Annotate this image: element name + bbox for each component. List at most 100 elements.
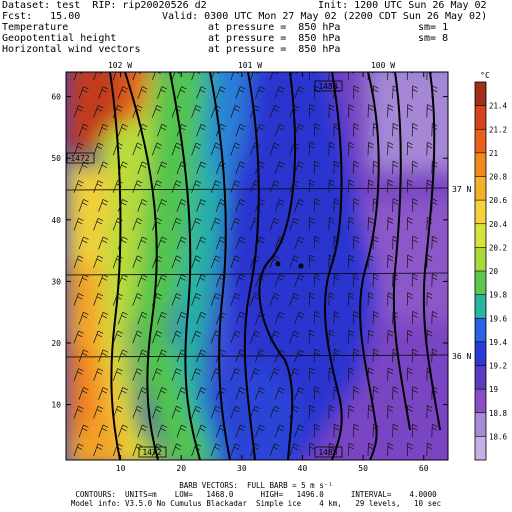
wind-barb (348, 292, 355, 306)
wind-barb (152, 405, 163, 419)
wind-barb (348, 72, 354, 81)
wind-barb (431, 198, 438, 212)
wind-barb (269, 330, 280, 344)
colorbar-unit: °C (480, 71, 490, 80)
y-tick-label: 20 (51, 339, 61, 348)
wind-barb (406, 254, 413, 269)
low-center-marker (275, 261, 281, 267)
wind-barb (426, 72, 433, 81)
wind-barb (250, 180, 261, 193)
wind-barb (98, 311, 109, 325)
wind-barb (289, 293, 300, 306)
wind-barb (132, 255, 143, 269)
wind-barb (196, 236, 207, 250)
wind-barb (98, 199, 109, 212)
wind-barb (191, 443, 202, 457)
wind-barb (235, 199, 246, 212)
wind-barb (392, 348, 399, 363)
wind-barb (313, 311, 320, 325)
wind-barb (250, 255, 261, 269)
wind-barb (117, 311, 128, 325)
wind-barb (392, 386, 399, 400)
wind-barb (250, 405, 261, 419)
wind-barb (387, 217, 394, 231)
wind-barb (78, 86, 89, 99)
wind-barb (308, 179, 315, 193)
wind-barb (196, 161, 207, 175)
wind-barb (406, 179, 413, 193)
wind-barb (230, 255, 241, 269)
contour-label-box: 1472 (138, 446, 167, 458)
wind-barb (196, 311, 207, 325)
wind-barb (367, 104, 374, 118)
wind-barb (255, 123, 266, 137)
colorbar-level-label: 18.6 (489, 432, 508, 441)
wind-barb (426, 254, 433, 269)
wind-barb (176, 349, 187, 363)
wind-barb (230, 405, 241, 419)
field-pressure-1: at pressure = 850 hPa (208, 22, 341, 33)
wind-barb (73, 368, 84, 381)
wind-barb (289, 443, 300, 457)
barb-vectors-note: BARB VECTORS: FULL BARB = 5 m s⁻¹ (179, 481, 333, 490)
wind-barb (157, 424, 168, 438)
wind-barb (348, 254, 355, 269)
wind-barb (372, 235, 379, 250)
wind-barb (112, 142, 123, 156)
wind-barb (137, 236, 148, 250)
colorbar-level-label: 19.2 (489, 362, 507, 371)
wind-barb (308, 72, 315, 81)
wind-barb (353, 198, 360, 212)
wind-barb (387, 329, 394, 344)
wind-barb (117, 424, 128, 438)
wind-barb (289, 180, 300, 193)
wind-barb (392, 235, 399, 250)
wind-barb (406, 405, 413, 419)
wind-barb (426, 329, 433, 344)
wind-barb (152, 293, 163, 306)
wind-barb (348, 367, 355, 381)
colorbar-level-label: 18.8 (489, 409, 508, 418)
wind-barb (333, 235, 340, 250)
wind-barb (210, 443, 221, 457)
wind-barb (411, 160, 418, 175)
wind-barb (255, 236, 266, 250)
wind-barb (255, 274, 266, 287)
wind-barb (210, 105, 221, 118)
wind-barb (78, 387, 89, 400)
wind-barb (171, 293, 182, 306)
wind-barb (294, 387, 305, 400)
wind-barb (426, 442, 433, 457)
colorbar-level-label: 21.4 (489, 102, 508, 111)
wind-barb (250, 443, 261, 457)
wind-barb (367, 292, 374, 306)
wind-barb (411, 348, 418, 363)
wind-barb (269, 217, 280, 231)
field-name-3: Horizontal wind vectors (2, 44, 141, 55)
wind-barb (176, 424, 187, 438)
colorbar-level-label: 19 (489, 385, 498, 394)
wind-barb (171, 330, 182, 344)
wind-barb (93, 405, 104, 419)
wind-barb (274, 161, 285, 175)
contour-label: 1472 (70, 154, 89, 163)
wind-barb (117, 199, 128, 212)
wind-barb (230, 142, 241, 156)
wind-barb (196, 86, 207, 99)
wind-barb (353, 235, 360, 250)
wind-barb (73, 293, 84, 306)
wind-barb (392, 423, 399, 438)
wind-barb (387, 141, 394, 156)
colorbar-swatch (475, 294, 486, 319)
wind-barb (191, 405, 202, 419)
wind-barb (411, 123, 418, 137)
wind-barb (294, 199, 305, 212)
wind-barb (333, 423, 340, 438)
wind-barb (132, 142, 143, 156)
wind-barb (308, 329, 315, 344)
wind-barb (313, 235, 320, 250)
wind-barb (73, 443, 84, 457)
wind-barb (250, 293, 261, 306)
wind-barb (431, 423, 438, 438)
wind-barb (411, 311, 418, 325)
